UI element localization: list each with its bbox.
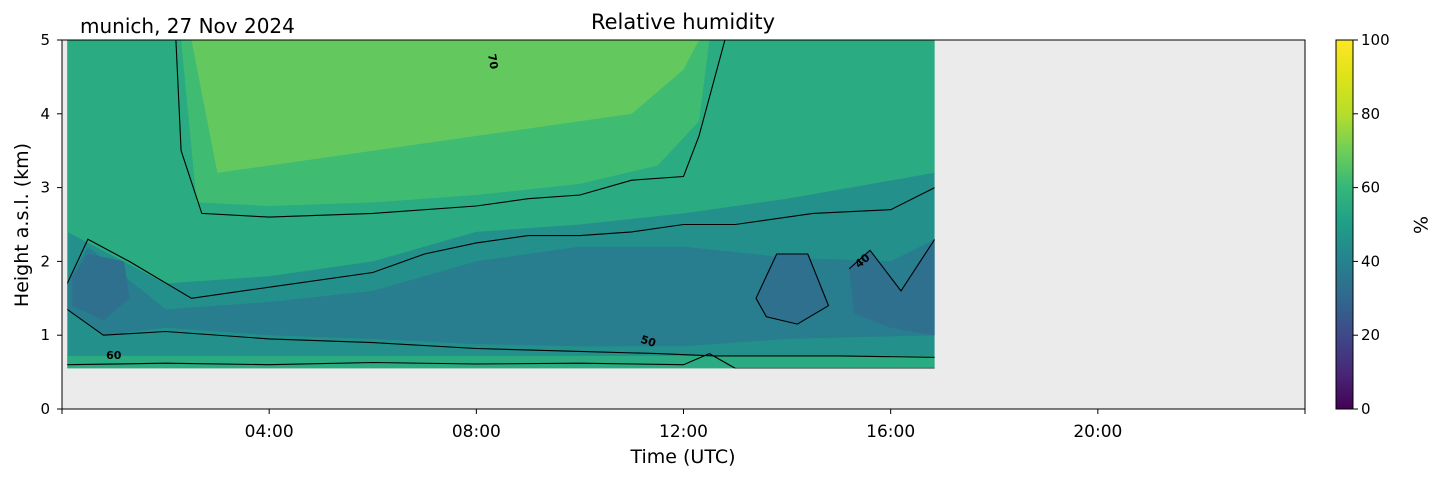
contour-line <box>67 308 935 358</box>
x-tick-label: 04:00 <box>245 422 294 442</box>
humidity-band <box>67 239 935 347</box>
contour-label: 70 <box>485 53 501 71</box>
y-tick-label: 3 <box>40 179 50 197</box>
y-tick-label: 4 <box>40 105 50 123</box>
humidity-band <box>849 239 935 336</box>
location-date-label: munich, 27 Nov 2024 <box>80 14 295 38</box>
x-tick-label: 12:00 <box>659 422 708 442</box>
chart-title: Relative humidity <box>591 10 775 34</box>
colorbar-tick-label: 40 <box>1361 252 1380 270</box>
humidity-fill-layer <box>67 40 935 369</box>
colorbar-tick-label: 0 <box>1361 400 1371 418</box>
contour-label: 50 <box>639 333 658 350</box>
x-axis-ticks: 04:00 08:00 12:00 16:00 20:00 <box>61 409 1306 442</box>
y-tick-label: 5 <box>40 31 50 49</box>
colorbar-title: % <box>1409 216 1429 234</box>
contour-line <box>755 253 830 325</box>
x-tick-label: 16:00 <box>866 422 915 442</box>
contour-line <box>175 40 726 218</box>
colorbar-ticks: 0 20 40 60 80 100 <box>1353 31 1390 418</box>
y-axis-title: Height a.s.l. (km) <box>11 143 33 307</box>
contour-line <box>67 187 935 299</box>
x-tick-label: 08:00 <box>452 422 501 442</box>
colorbar-tick-label: 60 <box>1361 179 1380 197</box>
colorbar-tick-label: 20 <box>1361 326 1380 344</box>
humidity-band <box>191 40 699 173</box>
y-tick-label: 2 <box>40 252 50 270</box>
colorbar-tick-label: 80 <box>1361 105 1380 123</box>
humidity-band <box>72 254 130 321</box>
contour-line <box>848 238 935 292</box>
y-axis-ticks: 0 1 2 3 4 5 <box>40 31 62 418</box>
humidity-band <box>67 355 935 369</box>
humidity-band <box>756 254 829 325</box>
contour-label: 60 <box>106 349 122 362</box>
y-tick-label: 1 <box>40 326 50 344</box>
colorbar-tick-label: 100 <box>1361 31 1390 49</box>
y-tick-label: 0 <box>40 400 50 418</box>
contour-line-layer <box>67 40 935 369</box>
colorbar <box>1335 39 1354 410</box>
contour-line <box>67 352 935 369</box>
x-tick-label: 20:00 <box>1073 422 1122 442</box>
x-axis-title: Time (UTC) <box>629 446 735 468</box>
